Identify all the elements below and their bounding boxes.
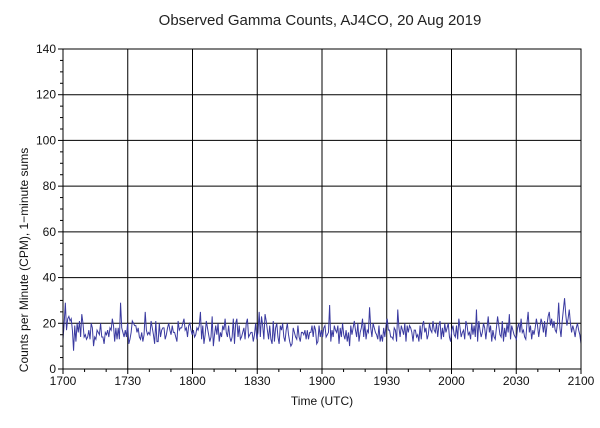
x-tick-label: 1900 [309,374,336,388]
y-tick-label: 0 [49,362,56,376]
x-tick-label: 1930 [373,374,400,388]
x-tick-label: 1730 [114,374,141,388]
x-tick-label: 1700 [50,374,77,388]
y-tick-label: 40 [43,271,57,285]
grid [63,49,581,369]
y-tick-label: 140 [36,42,56,56]
y-axis-ticks: 0 20 40 60 80 100 120 140 [36,42,63,376]
y-tick-label: 120 [36,88,56,102]
chart-title: Observed Gamma Counts, AJ4CO, 20 Aug 201… [159,12,482,29]
x-tick-label: 1800 [179,374,206,388]
x-tick-label: 2100 [568,374,595,388]
y-tick-label: 20 [43,316,57,330]
y-tick-label: 100 [36,133,56,147]
x-tick-label: 2030 [503,374,530,388]
plot-frame [62,48,582,370]
y-tick-label: 60 [43,225,57,239]
x-tick-label: 2000 [438,374,465,388]
x-axis-ticks: 1700 1730 1800 1830 1900 1930 2000 2030 2100 [50,369,595,388]
x-axis-label: Time (UTC) [291,394,353,408]
y-tick-label: 80 [43,179,57,193]
y-axis-label: Counts per Minute (CPM), 1−minute sums [17,148,31,372]
x-tick-label: 1830 [244,374,271,388]
series-line-cpm [62,298,582,351]
